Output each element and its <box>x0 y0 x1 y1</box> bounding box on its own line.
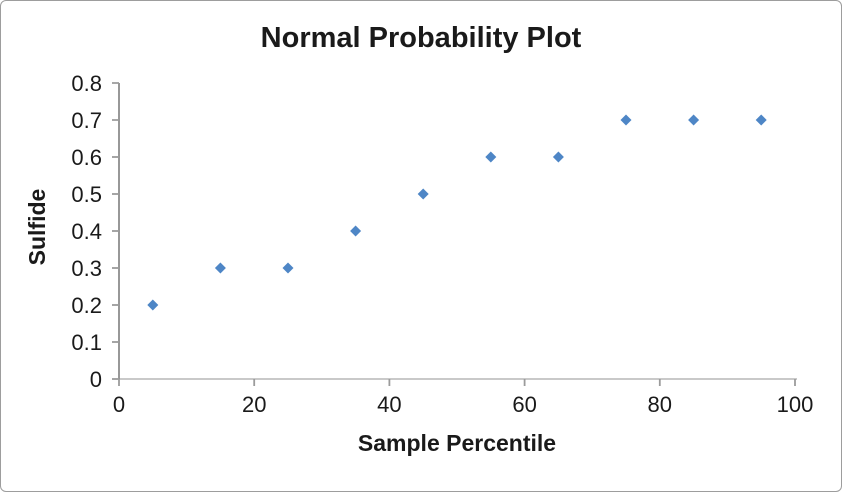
data-point-marker <box>147 299 159 311</box>
y-tick-label: 0.4 <box>71 219 102 244</box>
y-tick-label: 0.6 <box>71 145 102 170</box>
y-tick-label: 0.8 <box>71 71 102 96</box>
y-tick-label: 0.5 <box>71 182 102 207</box>
y-tick-label: 0.2 <box>71 293 102 318</box>
x-tick-label: 40 <box>377 392 401 417</box>
data-point-marker <box>282 262 294 274</box>
data-point-marker <box>214 262 226 274</box>
x-tick-label: 80 <box>648 392 672 417</box>
x-tick-label: 100 <box>777 392 814 417</box>
data-point-marker <box>485 151 497 163</box>
y-tick-label: 0.1 <box>71 330 102 355</box>
chart-title: Normal Probability Plot <box>260 22 582 54</box>
data-point-marker <box>350 225 362 237</box>
data-point-marker <box>620 114 632 126</box>
x-axis-title: Sample Percentile <box>357 430 557 456</box>
y-tick-label: 0 <box>90 367 102 392</box>
data-point-marker <box>552 151 564 163</box>
data-point-marker <box>688 114 700 126</box>
x-tick-label: 60 <box>512 392 536 417</box>
y-tick-label: 0.7 <box>71 108 102 133</box>
data-point-marker <box>755 114 767 126</box>
y-tick-label: 0.3 <box>71 256 102 281</box>
x-tick-label: 20 <box>242 392 266 417</box>
x-tick-label: 0 <box>113 392 125 417</box>
data-point-marker <box>417 188 429 200</box>
